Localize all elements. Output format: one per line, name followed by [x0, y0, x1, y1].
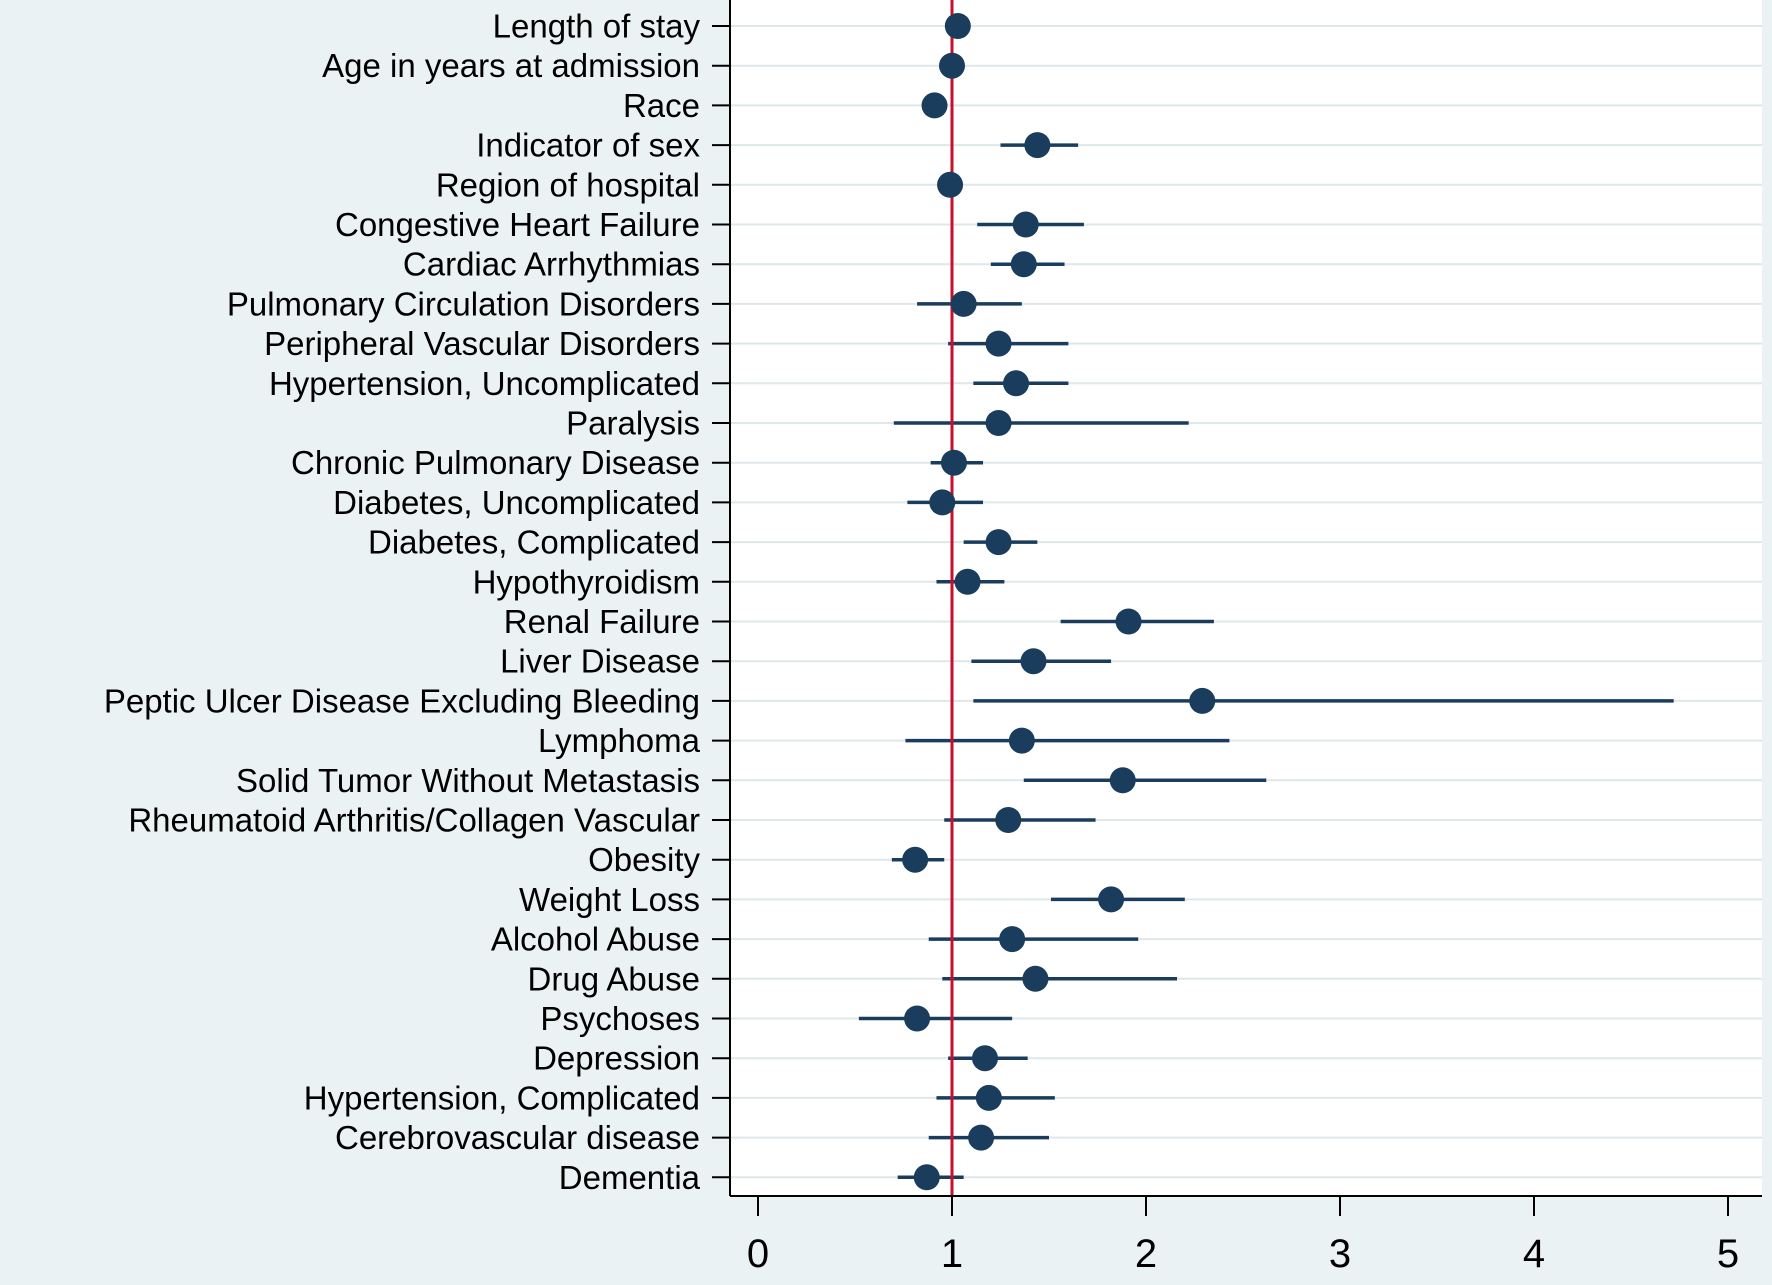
estimate-point [985, 529, 1012, 556]
row-label: Hypertension, Complicated [304, 1079, 700, 1116]
row-label: Diabetes, Uncomplicated [333, 484, 700, 521]
row-label: Diabetes, Complicated [368, 524, 700, 561]
x-tick-label: 4 [1523, 1232, 1545, 1276]
x-tick-label: 5 [1717, 1232, 1739, 1276]
estimate-point [971, 1045, 998, 1072]
estimate-point [950, 290, 977, 317]
estimate-point [1115, 608, 1142, 635]
row-label: Alcohol Abuse [491, 921, 700, 958]
x-tick-label: 0 [747, 1232, 769, 1276]
row-label: Solid Tumor Without Metastasis [236, 762, 700, 799]
row-label: Peptic Ulcer Disease Excluding Bleeding [104, 682, 700, 719]
estimate-point [940, 449, 967, 476]
x-axis-ticks: 0 1 2 3 4 5 [747, 1196, 1739, 1276]
row-label: Paralysis [566, 405, 700, 442]
estimate-point [1109, 767, 1136, 794]
row-label: Pulmonary Circulation Disorders [227, 285, 700, 322]
estimate-point [939, 52, 965, 79]
estimate-point [1012, 211, 1039, 238]
estimate-point [1010, 251, 1037, 278]
estimate-point [1189, 687, 1216, 714]
row-label: Chronic Pulmonary Disease [291, 444, 700, 481]
row-label: Weight Loss [519, 881, 700, 918]
point-estimates [902, 13, 1216, 1191]
estimate-point [929, 489, 956, 516]
estimate-point [1008, 727, 1035, 754]
x-tick-label: 3 [1329, 1232, 1351, 1276]
row-label: Peripheral Vascular Disorders [264, 325, 700, 362]
row-label: Rheumatoid Arthritis/Collagen Vascular [128, 802, 700, 839]
row-label: Hypertension, Uncomplicated [269, 365, 700, 402]
estimate-point [995, 807, 1022, 833]
estimate-point [902, 846, 929, 873]
row-label: Congestive Heart Failure [335, 206, 700, 243]
estimate-point [954, 568, 981, 595]
estimate-point [1003, 370, 1030, 397]
axes [712, 0, 1762, 1197]
row-label: Region of hospital [436, 166, 700, 203]
row-label: Dementia [559, 1159, 701, 1196]
estimate-point [968, 1124, 995, 1151]
estimate-point [975, 1084, 1002, 1111]
plot-area [730, 0, 1762, 1196]
estimate-point [921, 92, 948, 119]
estimate-point [1024, 132, 1051, 159]
row-label: Liver Disease [500, 643, 700, 680]
row-label: Age in years at admission [322, 47, 700, 84]
row-label: Length of stay [493, 8, 701, 45]
row-label: Hypothyroidism [473, 563, 700, 600]
estimate-point [1098, 886, 1125, 913]
estimate-point [1022, 965, 1049, 992]
estimate-point [999, 926, 1026, 953]
row-label: Cerebrovascular disease [335, 1119, 700, 1156]
row-label: Obesity [588, 841, 700, 878]
estimate-point [944, 13, 971, 39]
row-label: Depression [533, 1040, 700, 1077]
estimate-point [985, 410, 1012, 436]
estimate-point [985, 330, 1012, 357]
estimate-point [904, 1005, 931, 1032]
estimate-point [937, 171, 964, 198]
x-tick-label: 2 [1135, 1232, 1157, 1276]
row-label: Indicator of sex [476, 127, 700, 164]
row-label: Psychoses [540, 1000, 700, 1037]
row-label: Drug Abuse [528, 960, 700, 997]
estimate-point [1020, 648, 1047, 675]
row-label: Cardiac Arrhythmias [403, 246, 700, 283]
row-label: Race [623, 87, 700, 124]
estimate-point [913, 1164, 940, 1191]
x-tick-label: 1 [941, 1232, 963, 1276]
row-label: Lymphoma [538, 722, 701, 759]
row-label: Renal Failure [504, 603, 700, 640]
